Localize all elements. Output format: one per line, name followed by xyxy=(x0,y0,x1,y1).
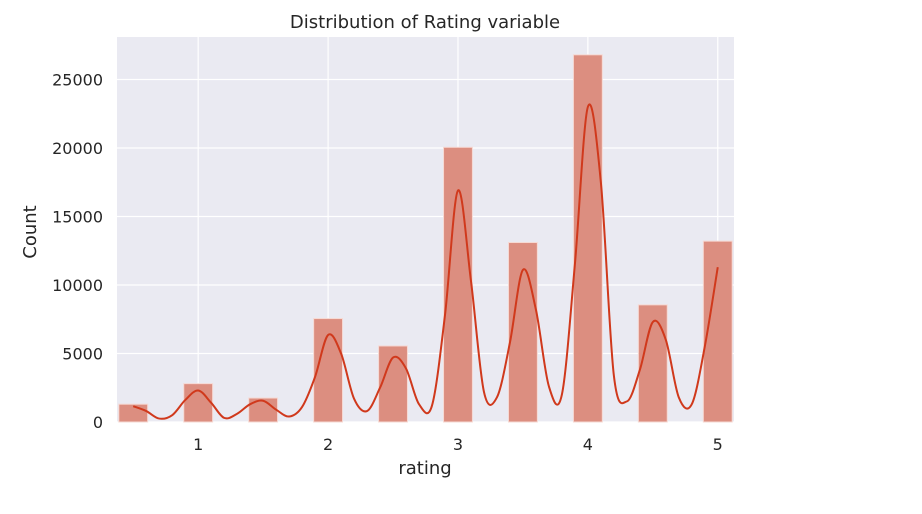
x-tick-label: 4 xyxy=(583,435,593,454)
x-tick-label: 2 xyxy=(323,435,333,454)
y-tick-label: 15000 xyxy=(52,207,103,226)
histogram-bar xyxy=(637,304,668,423)
y-tick-label: 20000 xyxy=(52,139,103,158)
x-axis-label: rating xyxy=(398,458,451,479)
x-tick-label: 1 xyxy=(193,435,203,454)
chart-title: Distribution of Rating variable xyxy=(290,12,560,33)
y-axis-label: Count xyxy=(20,205,41,258)
kde-curve xyxy=(132,103,719,420)
y-tick-label: 25000 xyxy=(52,70,103,89)
x-tick-label: 3 xyxy=(453,435,463,454)
y-tick-label: 5000 xyxy=(62,344,103,363)
x-tick-label: 5 xyxy=(713,435,723,454)
histogram-bar xyxy=(183,383,214,423)
y-tick-label: 10000 xyxy=(52,276,103,295)
plot-background xyxy=(117,37,734,422)
histogram-bar xyxy=(572,54,603,423)
histogram-bar xyxy=(507,242,538,423)
kde-line xyxy=(132,103,719,420)
tick-labels: 1 2 3 4 5 0 5000 10000 15000 20000 25000 xyxy=(52,70,723,454)
y-tick-label: 0 xyxy=(93,413,103,432)
